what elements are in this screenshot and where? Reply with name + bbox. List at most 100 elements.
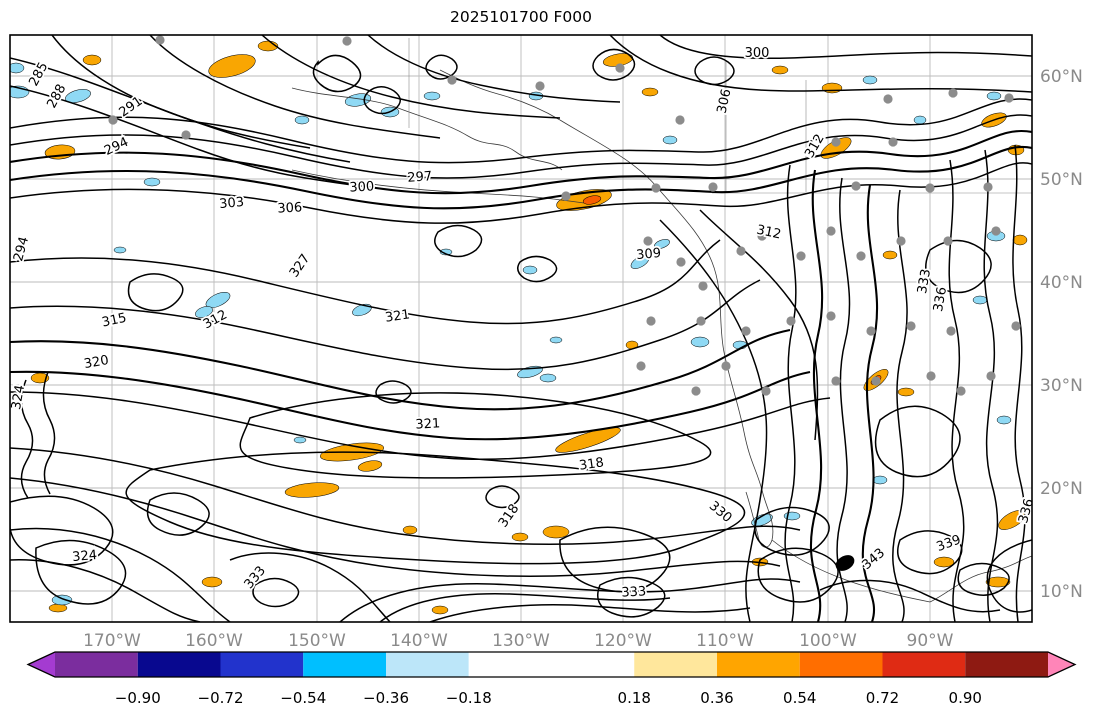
station-dot (986, 371, 996, 381)
contour-lines-shape (51, 35, 311, 149)
positive-increment-patch (933, 556, 955, 568)
colorbar-segment (799, 652, 883, 677)
contour-value-label: 321 (384, 307, 411, 325)
positive-increment-patch (48, 603, 68, 613)
contour-lines-shape (659, 35, 1032, 60)
station-dot (651, 183, 661, 193)
station-dot (761, 386, 771, 396)
positive-increment-patch (511, 532, 529, 542)
station-dot (906, 321, 916, 331)
contour-lines-shape (261, 35, 561, 119)
station-dot (698, 281, 708, 291)
station-dot (851, 181, 861, 191)
filled-contour-blob (835, 555, 855, 571)
contour-lines-shape (699, 209, 819, 441)
positive-increment-patch (402, 525, 418, 535)
contour-lines-shape (125, 451, 746, 565)
contour-value-label: 309 (636, 246, 662, 263)
negative-increment-patch (65, 89, 91, 103)
positive-increment-patch (582, 195, 602, 205)
station-dot (675, 115, 685, 125)
shaded-increments (10, 40, 1028, 615)
contour-lines-shape (252, 577, 300, 608)
positive-increment-patch (208, 54, 256, 78)
station-dot (871, 376, 881, 386)
negative-increment-patch (113, 246, 127, 254)
station-dot (741, 326, 751, 336)
station-dot (708, 182, 718, 192)
negative-increment-patch (423, 91, 441, 101)
positive-increment-patch (201, 576, 223, 588)
contour-lines-shape (339, 578, 801, 622)
contour-lines-shape (10, 328, 791, 411)
negative-increment-patch (996, 415, 1012, 425)
station-dot (646, 316, 656, 326)
contour-value-label: 333 (915, 268, 934, 295)
contour-value-label: 315 (101, 311, 128, 331)
contour-lines-shape (429, 604, 751, 622)
contour-lines-shape (957, 562, 1010, 596)
colorbar-tick-label: −0.90 (115, 689, 161, 707)
colorbar-tick-label: 0.54 (783, 689, 816, 707)
contour-value-label: 321 (415, 416, 441, 432)
contour-lines-shape (10, 447, 801, 546)
negative-increment-patch (913, 115, 927, 125)
contour-lines-shape (983, 149, 999, 622)
contour-lines-shape (1012, 144, 1026, 622)
positive-increment-patch (431, 605, 449, 615)
positive-increment-patch (1012, 234, 1028, 246)
contour-value-label: 336 (931, 286, 950, 313)
negative-increment-patch (986, 91, 1002, 101)
colorbar-segment (303, 652, 386, 677)
y-tick-label: 50°N (1040, 170, 1083, 190)
contour-lines-shape (239, 392, 712, 479)
contour-lines-shape (784, 164, 797, 622)
station-dot (943, 236, 953, 246)
colorbar-tick-label: 0.18 (618, 689, 651, 707)
y-tick-label: 10°N (1040, 582, 1083, 602)
contour-value-label: 303 (219, 195, 245, 212)
contour-lines-shape (609, 35, 1032, 93)
contour-lines-shape (35, 539, 127, 605)
station-dot (786, 316, 796, 326)
contour-lines-shape (10, 85, 361, 187)
y-tick-label: 60°N (1040, 67, 1083, 87)
coastlines-shape (559, 119, 763, 491)
contour-lines-shape (485, 485, 520, 509)
contour-lines-shape (375, 380, 412, 404)
station-dot (721, 361, 731, 371)
contour-value-label: 333 (621, 584, 647, 600)
station-dot (1011, 321, 1021, 331)
positive-increment-patch (882, 250, 898, 260)
negative-increment-patch (143, 177, 161, 187)
station-dot (447, 75, 457, 85)
colorbar-segment (965, 652, 1048, 677)
station-dot (883, 94, 893, 104)
negative-increment-patch (654, 239, 670, 249)
colorbar-segment (468, 652, 635, 677)
positive-increment-patch (985, 576, 1011, 588)
contour-lines-shape (10, 477, 781, 578)
colorbar-tick-label: 0.72 (866, 689, 899, 707)
station-dot (643, 236, 653, 246)
contour-lines-shape (363, 86, 401, 115)
contour-lines-shape (836, 177, 851, 622)
x-tick-label: 170°W (83, 631, 141, 651)
station-dot (946, 326, 956, 336)
station-dot (888, 137, 898, 147)
station-dot (826, 226, 836, 236)
colorbar: −0.90 −0.72 −0.54 −0.36 −0.18 0.18 0.36 0.54 0.7… (26, 651, 1077, 707)
x-tick-label: 120°W (594, 631, 652, 651)
station-dot (155, 35, 165, 45)
y-tick-label: 40°N (1040, 273, 1083, 293)
negative-increment-patch (439, 248, 453, 256)
station-dot (181, 130, 191, 140)
station-dot (831, 376, 841, 386)
station-dot (342, 36, 352, 46)
coastlines-shape (439, 69, 561, 121)
contour-lines-shape (10, 145, 1032, 210)
contour-lines-shape (42, 371, 56, 495)
plot-title: 2025101700 F000 (450, 8, 592, 26)
